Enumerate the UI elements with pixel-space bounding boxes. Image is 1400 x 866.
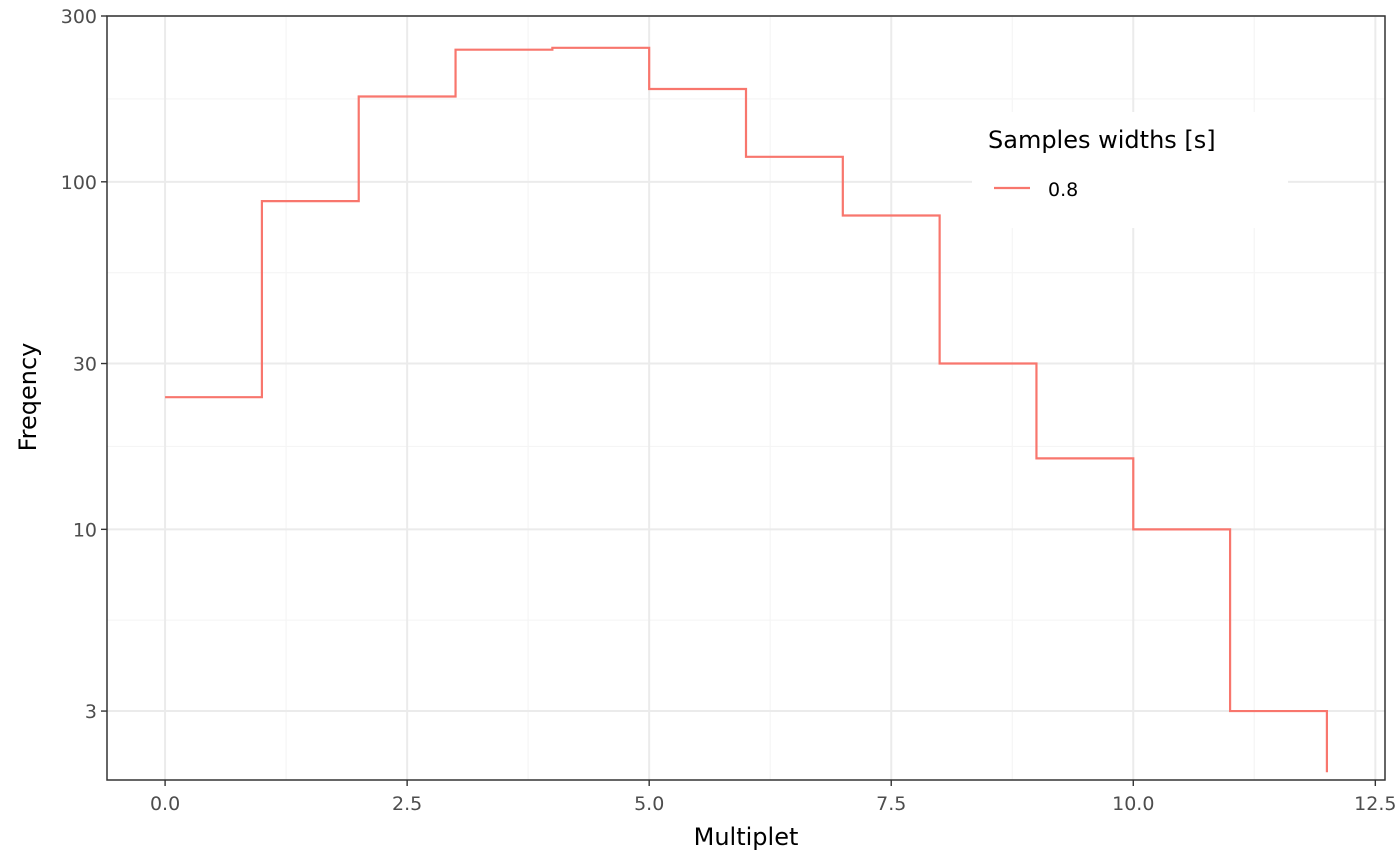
series-line-0-8 — [165, 46, 1329, 773]
series-layer — [165, 46, 1329, 773]
y-tick-label: 100 — [61, 172, 97, 194]
x-tick-label: 0.0 — [150, 793, 180, 815]
y-tick-label: 30 — [73, 354, 97, 376]
panel-border — [106, 15, 1386, 781]
y-tick-label: 300 — [61, 6, 97, 28]
legend: Samples widths [s] 0.8 — [972, 112, 1288, 228]
legend-background — [972, 112, 1288, 228]
x-tick-label: 12.5 — [1354, 793, 1396, 815]
legend-title: Samples widths [s] — [988, 126, 1216, 154]
x-axis: 0.0 2.5 5.0 7.5 10.0 12.5 — [150, 780, 1396, 815]
y-axis: 3 10 30 100 300 — [61, 6, 107, 723]
y-tick-label: 10 — [73, 519, 97, 541]
x-tick-label: 5.0 — [634, 793, 664, 815]
y-tick-label: 3 — [85, 701, 97, 723]
legend-entry-label: 0.8 — [1048, 179, 1078, 201]
x-tick-label: 10.0 — [1112, 793, 1154, 815]
x-axis-title: Multiplet — [694, 823, 799, 851]
y-axis-title: Freqency — [14, 343, 42, 452]
x-tick-label: 2.5 — [392, 793, 422, 815]
x-tick-label: 7.5 — [876, 793, 906, 815]
